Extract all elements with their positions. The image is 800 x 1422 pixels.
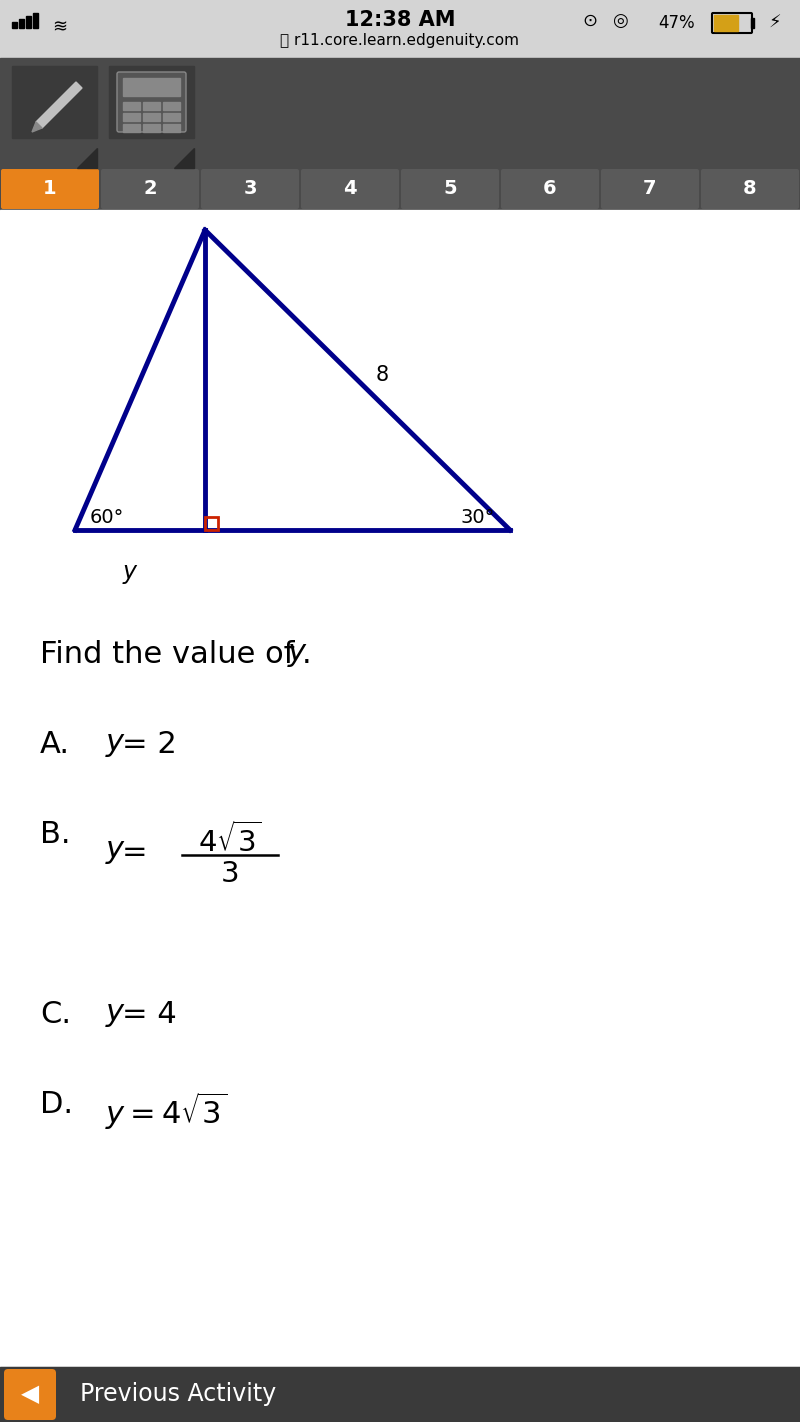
Bar [0, 210, 800, 1367]
Text: 8: 8 [743, 179, 757, 199]
Text: 5: 5 [443, 179, 457, 199]
Bar [123, 102, 140, 109]
Text: = 2: = 2 [122, 729, 177, 759]
FancyBboxPatch shape [117, 73, 186, 132]
Bar [143, 124, 160, 132]
FancyBboxPatch shape [4, 1369, 56, 1421]
Polygon shape [174, 148, 194, 168]
Text: B.: B. [40, 820, 70, 849]
Bar [123, 112, 140, 121]
Text: = 4: = 4 [122, 1000, 177, 1030]
Text: 3: 3 [221, 860, 239, 887]
Text: ◀: ◀ [21, 1382, 39, 1406]
FancyBboxPatch shape [101, 169, 199, 209]
Bar [143, 112, 160, 121]
Bar [0, 0, 800, 58]
Text: $y$: $y$ [287, 640, 308, 668]
FancyBboxPatch shape [401, 169, 499, 209]
Text: 4: 4 [343, 179, 357, 199]
Text: 7: 7 [643, 179, 657, 199]
FancyBboxPatch shape [201, 169, 299, 209]
Bar [751, 18, 754, 28]
Bar [163, 102, 180, 109]
FancyBboxPatch shape [601, 169, 699, 209]
Text: 30°: 30° [461, 508, 495, 528]
FancyBboxPatch shape [301, 169, 399, 209]
Text: $y$: $y$ [105, 1000, 126, 1030]
Text: 12:38 AM: 12:38 AM [345, 10, 455, 30]
Text: 2: 2 [143, 179, 157, 199]
Text: Previous Activity: Previous Activity [80, 1382, 276, 1406]
FancyBboxPatch shape [501, 169, 599, 209]
Bar [0, 1367, 800, 1422]
Text: $y$: $y$ [105, 838, 126, 866]
Bar [12, 65, 97, 138]
Text: 60°: 60° [90, 508, 124, 528]
FancyBboxPatch shape [701, 169, 799, 209]
Text: ⚡: ⚡ [769, 14, 782, 33]
Bar [123, 78, 180, 97]
Text: A.: A. [40, 729, 70, 759]
Text: ◎: ◎ [612, 11, 628, 30]
Bar [0, 168, 800, 210]
Bar [163, 112, 180, 121]
Bar [163, 124, 180, 132]
Bar [109, 65, 194, 138]
Polygon shape [36, 82, 82, 128]
Text: ⊙: ⊙ [582, 11, 598, 30]
Text: .: . [302, 640, 312, 668]
Text: 47%: 47% [658, 14, 694, 33]
Text: y: y [123, 560, 137, 584]
Bar [714, 16, 738, 31]
Text: $4\sqrt{3}$: $4\sqrt{3}$ [198, 822, 262, 857]
Bar [123, 124, 140, 132]
Polygon shape [77, 148, 97, 168]
Bar [33, 13, 38, 28]
Bar [143, 102, 160, 109]
FancyBboxPatch shape [1, 169, 99, 209]
Text: C.: C. [40, 1000, 71, 1030]
Text: D.: D. [40, 1091, 73, 1119]
Text: $y = 4\sqrt{3}$: $y = 4\sqrt{3}$ [105, 1091, 227, 1132]
Text: $y$: $y$ [105, 729, 126, 759]
Text: 1: 1 [43, 179, 57, 199]
Bar [12, 21, 17, 28]
Polygon shape [32, 122, 42, 132]
Text: 6: 6 [543, 179, 557, 199]
Text: Find the value of: Find the value of [40, 640, 304, 668]
Bar [0, 58, 800, 168]
Bar [19, 18, 24, 28]
Text: 3: 3 [243, 179, 257, 199]
Bar [205, 518, 218, 530]
Text: ≋: ≋ [53, 18, 67, 36]
Text: 🔒 r11.core.learn.edgenuity.com: 🔒 r11.core.learn.edgenuity.com [281, 33, 519, 48]
Bar [26, 16, 31, 28]
Text: =: = [122, 838, 148, 866]
Text: 8: 8 [375, 365, 389, 385]
